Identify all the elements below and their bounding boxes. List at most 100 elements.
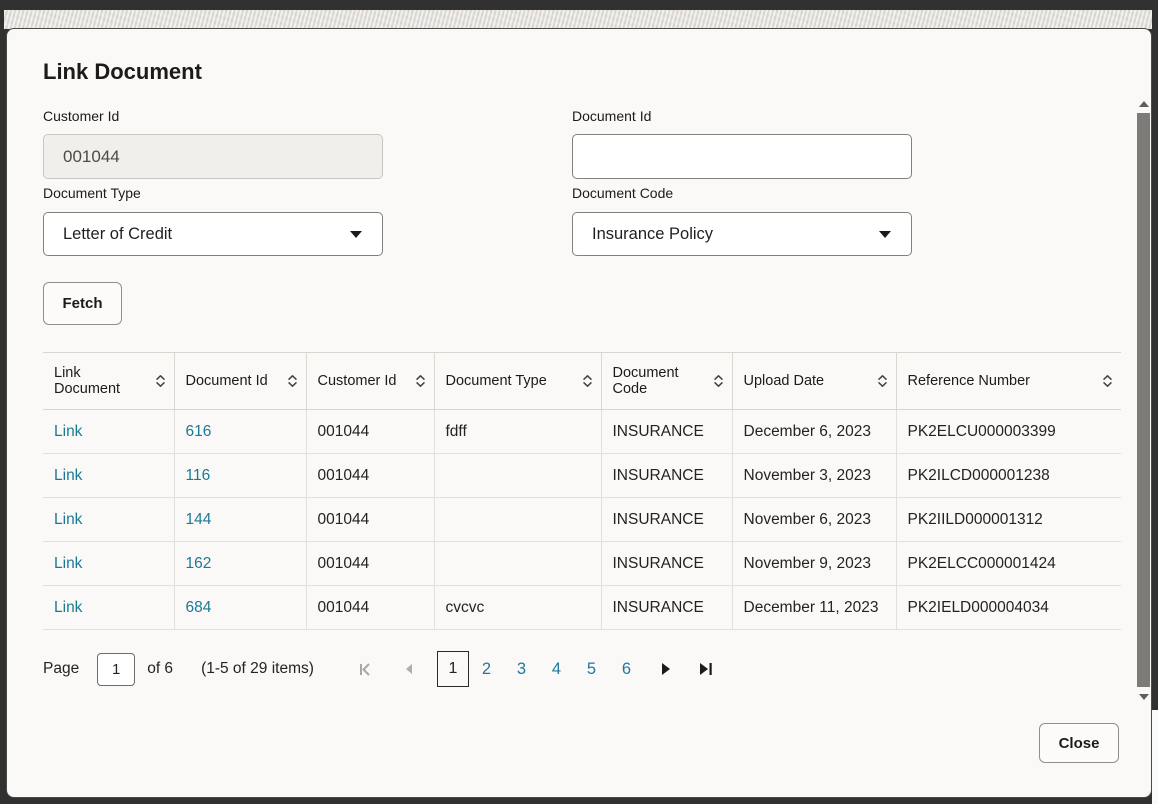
cell-upload-date: December 6, 2023 [732, 409, 897, 454]
sort-icon[interactable] [287, 373, 298, 389]
last-page-icon[interactable] [699, 662, 713, 676]
sort-icon[interactable] [155, 373, 166, 389]
scrollbar-up-icon[interactable] [1139, 101, 1149, 107]
document-id-link[interactable]: 144 [185, 510, 212, 528]
page-link-6[interactable]: 6 [621, 659, 632, 678]
background-page-strip [4, 10, 1152, 29]
cell-link-document: Link [43, 453, 175, 498]
scrollbar-down-icon[interactable] [1139, 694, 1149, 700]
document-code-selected-value: Insurance Policy [592, 224, 714, 243]
document-id-link[interactable]: 616 [185, 422, 212, 440]
cell-document-type [434, 453, 602, 498]
cell-reference-number: PK2IILD000001312 [896, 497, 1121, 542]
column-header-link-document[interactable]: Link Document [43, 352, 175, 410]
table-row: Link 616 001044 fdff INSURANCE December 6, 20… [43, 409, 1121, 454]
cell-upload-date: November 3, 2023 [732, 453, 897, 498]
chevron-down-icon [879, 231, 891, 238]
cell-document-code: INSURANCE [601, 497, 733, 542]
sort-icon[interactable] [713, 373, 724, 389]
page-label: Page [43, 660, 80, 677]
cell-document-code: INSURANCE [601, 409, 733, 454]
cell-document-type: cvcvc [434, 585, 602, 630]
document-code-select[interactable]: Insurance Policy [572, 212, 912, 256]
document-id-link[interactable]: 116 [185, 466, 211, 484]
cell-reference-number: PK2ELCC000001424 [896, 541, 1121, 586]
cell-document-id: 684 [174, 585, 307, 630]
document-type-select[interactable]: Letter of Credit [43, 212, 383, 256]
page-link-5[interactable]: 5 [586, 659, 597, 678]
cell-upload-date: November 9, 2023 [732, 541, 897, 586]
page-total-label: of 6 [147, 660, 174, 677]
column-header-document-code[interactable]: Document Code [601, 352, 733, 410]
cell-document-type [434, 541, 602, 586]
column-label: Upload Date [743, 373, 825, 389]
column-label: Document Code [612, 365, 679, 397]
sort-icon[interactable] [415, 373, 426, 389]
column-label: Document Id [185, 373, 268, 389]
cell-document-type [434, 497, 602, 542]
close-button[interactable]: Close [1039, 723, 1119, 763]
page-link-2[interactable]: 2 [481, 659, 492, 678]
document-id-link[interactable]: 162 [185, 554, 212, 572]
cell-reference-number: PK2IELD000004034 [896, 585, 1121, 630]
document-type-label: Document Type [43, 185, 141, 201]
fetch-button[interactable]: Fetch [43, 282, 122, 325]
column-header-upload-date[interactable]: Upload Date [732, 352, 897, 410]
cell-document-type: fdff [434, 409, 602, 454]
cell-document-code: INSURANCE [601, 541, 733, 586]
cell-customer-id: 001044 [306, 585, 435, 630]
link-document-dialog: Link Document Customer Id Document Id Do… [6, 28, 1152, 798]
cell-document-id: 162 [174, 541, 307, 586]
cell-upload-date: November 6, 2023 [732, 497, 897, 542]
cell-reference-number: PK2ELCU000003399 [896, 409, 1121, 454]
sort-icon[interactable] [1102, 373, 1113, 389]
cell-upload-date: December 11, 2023 [732, 585, 897, 630]
link-document-link[interactable]: Link [54, 466, 83, 484]
document-id-field[interactable] [572, 134, 912, 179]
customer-id-label: Customer Id [43, 108, 120, 124]
cell-customer-id: 001044 [306, 497, 435, 542]
link-document-link[interactable]: Link [54, 422, 83, 440]
table-row: Link 684 001044 cvcvc INSURANCE December 11, … [43, 585, 1121, 630]
sort-icon[interactable] [877, 373, 888, 389]
cell-document-id: 616 [174, 409, 307, 454]
column-label: Customer Id [317, 373, 397, 389]
cell-link-document: Link [43, 497, 175, 542]
dialog-title: Link Document [43, 59, 202, 84]
background-patch [1152, 710, 1158, 804]
page-current[interactable]: 1 [436, 651, 469, 687]
table-row: Link 162 001044 INSURANCE November 9, 2023 PK… [43, 541, 1121, 586]
cell-document-id: 116 [174, 453, 307, 498]
cell-link-document: Link [43, 585, 175, 630]
link-document-link[interactable]: Link [54, 510, 83, 528]
cell-reference-number: PK2ILCD000001238 [896, 453, 1121, 498]
first-page-icon[interactable] [358, 662, 374, 677]
column-header-reference-number[interactable]: Reference Number [896, 352, 1121, 410]
column-label: Reference Number [907, 373, 1031, 389]
link-document-link[interactable]: Link [54, 554, 83, 572]
page-link-3[interactable]: 3 [516, 659, 527, 678]
page-link-4[interactable]: 4 [551, 659, 562, 678]
next-page-icon[interactable] [660, 662, 671, 676]
column-header-customer-id[interactable]: Customer Id [306, 352, 435, 410]
table-row: Link 144 001044 INSURANCE November 6, 2023 PK… [43, 497, 1121, 542]
previous-page-icon[interactable] [404, 663, 413, 675]
page-number-input[interactable]: 1 [97, 652, 136, 686]
document-id-link[interactable]: 684 [185, 598, 212, 616]
scrollbar-thumb[interactable] [1137, 113, 1150, 687]
customer-id-field[interactable] [43, 134, 383, 179]
column-header-document-id[interactable]: Document Id [174, 352, 307, 410]
link-document-link[interactable]: Link [54, 598, 83, 616]
documents-table: Link Document Document Id Customer Id Do… [43, 352, 1121, 630]
sort-icon[interactable] [582, 373, 593, 389]
document-type-selected-value: Letter of Credit [63, 224, 173, 243]
cell-customer-id: 001044 [306, 453, 435, 498]
column-header-document-type[interactable]: Document Type [434, 352, 602, 410]
chevron-down-icon [350, 231, 362, 238]
cell-customer-id: 001044 [306, 541, 435, 586]
table-body: Link 616 001044 fdff INSURANCE December 6, 20… [43, 409, 1121, 630]
